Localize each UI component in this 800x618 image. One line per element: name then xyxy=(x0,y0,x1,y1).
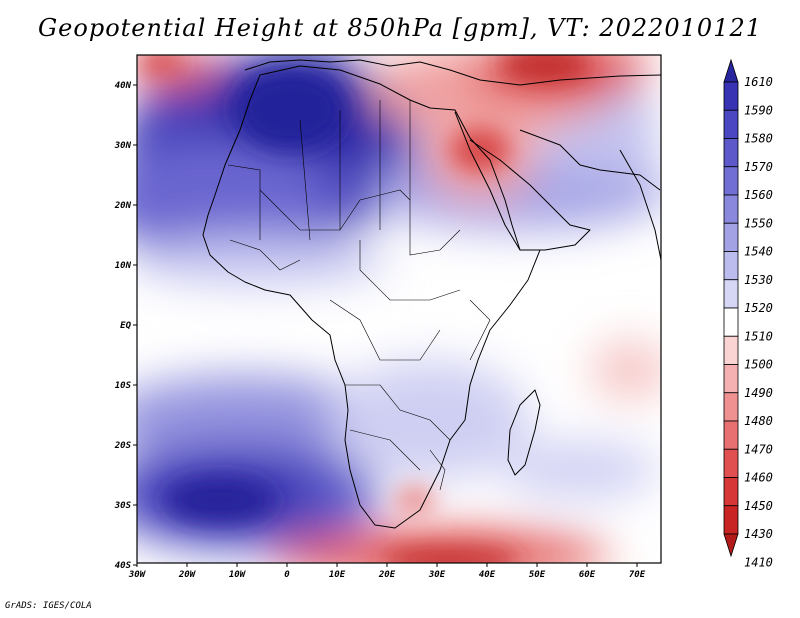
colorbar-swatch xyxy=(723,420,739,450)
x-tick-label: 60E xyxy=(579,570,596,580)
colorbar-label: 1430 xyxy=(744,527,773,541)
map-plot-area xyxy=(137,55,661,563)
axis-ticks: 30W 20W 10W 0 10E 20E 30E 40E 50E 60E 70E 40N 30N 20N… xyxy=(114,81,646,580)
colorbar-label: 1530 xyxy=(744,273,773,287)
colorbar-label: 1510 xyxy=(744,329,773,343)
arabian-coast xyxy=(469,139,591,251)
x-tick-label: 30E xyxy=(428,570,446,580)
colorbar-label: 1410 xyxy=(744,555,773,569)
country-borders xyxy=(227,100,491,491)
x-tick-label: 0 xyxy=(284,570,290,580)
x-tick-label: 20E xyxy=(378,570,396,580)
y-tick-label: 20S xyxy=(114,441,132,451)
y-tick-label: 10N xyxy=(115,261,132,271)
colorbar-swatch xyxy=(723,533,739,558)
colorbar-label: 1550 xyxy=(744,216,773,230)
colorbar-label: 1500 xyxy=(744,358,773,372)
y-tick-label: 40N xyxy=(115,81,132,91)
colorbar-swatch xyxy=(723,222,739,252)
india-coast xyxy=(619,149,661,261)
colorbar-swatch xyxy=(723,392,739,422)
colorbar-label: 1580 xyxy=(744,132,773,146)
x-tick-label: 10W xyxy=(229,570,247,580)
colorbar-label: 1470 xyxy=(744,442,773,456)
persian-gulf-coast xyxy=(519,129,661,191)
x-tick-label: 40E xyxy=(479,570,496,580)
y-tick-label: 40S xyxy=(115,561,132,571)
colorbar-swatch xyxy=(723,505,739,535)
x-tick-label: 30W xyxy=(128,570,147,580)
y-tick-label: 30S xyxy=(114,501,132,511)
colorbar-label: 1610 xyxy=(744,75,773,89)
colorbar-swatch xyxy=(723,194,739,224)
coastlines xyxy=(202,59,661,529)
colorbar-label: 1540 xyxy=(744,245,773,259)
colorbar-swatch xyxy=(723,448,739,478)
colorbar-swatch xyxy=(723,58,739,83)
colorbar: 1610 1590 1580 1570 1560 1550 1540 1530 1520 1510… xyxy=(723,58,773,569)
x-tick-label: 10E xyxy=(329,570,346,580)
colorbar-label: 1460 xyxy=(744,471,773,485)
colorbar-label: 1590 xyxy=(744,103,773,117)
colorbar-swatch xyxy=(723,477,739,507)
colorbar-label: 1570 xyxy=(744,160,773,174)
colorbar-label: 1450 xyxy=(744,499,773,513)
europe-coast xyxy=(244,59,661,86)
y-tick-label: 10S xyxy=(115,381,132,391)
height-field-broad xyxy=(137,55,661,563)
x-tick-label: 20W xyxy=(178,570,197,580)
colorbar-swatch xyxy=(723,335,739,365)
chart-title: Geopotential Height at 850hPa [gpm], VT:… xyxy=(38,14,762,42)
colorbar-label: 1520 xyxy=(744,301,773,315)
x-tick-label: 70E xyxy=(629,570,646,580)
y-tick-label: EQ xyxy=(120,321,131,331)
colorbar-swatch xyxy=(723,138,739,168)
red-sea-coast xyxy=(454,111,521,251)
x-tick-label: 50E xyxy=(529,570,546,580)
madagascar-coastline xyxy=(507,389,541,476)
colorbar-swatch xyxy=(723,251,739,281)
map-frame xyxy=(136,54,662,564)
colorbar-label: 1480 xyxy=(744,414,773,428)
colorbar-label: 1490 xyxy=(744,386,773,400)
colorbar-swatch xyxy=(723,307,739,337)
colorbar-swatch xyxy=(723,364,739,394)
colorbar-swatch xyxy=(723,109,739,139)
colorbar-label: 1560 xyxy=(744,188,773,202)
colorbar-swatch xyxy=(723,166,739,196)
height-field-cores xyxy=(138,55,590,563)
grads-credit: GrADS: IGES/COLA xyxy=(5,601,92,611)
y-tick-label: 30N xyxy=(114,141,132,151)
y-tick-label: 20N xyxy=(114,201,132,211)
colorbar-swatch xyxy=(723,279,739,309)
colorbar-swatch xyxy=(723,81,739,111)
